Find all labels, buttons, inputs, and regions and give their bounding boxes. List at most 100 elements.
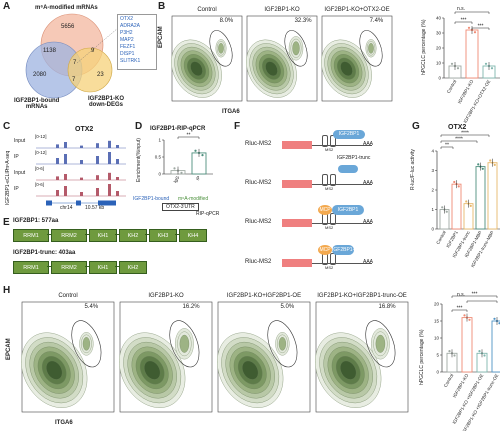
- flow-h-plot-title: IGF2BP1-KO+IGF2BP1-trunc-OE: [317, 293, 407, 299]
- sig-bracket: [451, 309, 468, 312]
- flow-h-plot: [21, 301, 115, 413]
- sig-label: ***: [472, 292, 478, 298]
- domain-linker: [85, 234, 89, 235]
- y-tick-label: 0: [438, 76, 441, 81]
- y-tick-label: 0.5: [155, 155, 162, 160]
- rluc-box: [282, 259, 312, 267]
- flow-b-plot-pct: 8.0%: [219, 18, 234, 24]
- density-contours: [119, 328, 194, 408]
- bar: [461, 317, 473, 373]
- gene-model: [46, 200, 116, 206]
- gate-ellipse: [71, 320, 102, 368]
- y-tick-label: 10: [436, 61, 442, 66]
- ms2-label: MS2: [325, 147, 334, 152]
- x-tick-label: IP: [195, 175, 201, 181]
- data-point: [456, 67, 460, 70]
- y-tick-label: 20: [436, 46, 442, 51]
- track-peak: [108, 184, 111, 196]
- construct-label: Rluc-MS2: [245, 180, 272, 186]
- flow-h-plot-pct: 16.2%: [182, 304, 200, 310]
- flow-b-xlabel: ITGA6: [222, 109, 240, 115]
- flow-h-ylabel: EPCAM: [6, 338, 12, 360]
- density-contours: [246, 36, 304, 98]
- data-point: [445, 210, 448, 213]
- sig-bracket: [440, 134, 490, 137]
- panel-label-g: G: [412, 121, 420, 132]
- y-tick-label: 1: [431, 207, 434, 212]
- flow-h-plot: [119, 301, 213, 413]
- track-range: [0-12]: [35, 150, 47, 155]
- x-tick-label: IGF2BP1-trunc-MBP: [470, 230, 495, 268]
- data-point: [468, 318, 471, 321]
- gate-ellipse: [359, 30, 383, 67]
- track-peak: [116, 159, 119, 164]
- gene-exon: [98, 200, 116, 206]
- venn-count-top: 5656: [61, 24, 75, 30]
- gene-item: DISP1: [120, 51, 135, 57]
- polya-label: AAA: [363, 141, 374, 147]
- domain-box: RRM2: [51, 261, 87, 274]
- construct-line: [312, 223, 372, 224]
- track-range: [0-6]: [35, 166, 45, 171]
- sig-bracket: [466, 300, 498, 303]
- track-peak: [64, 186, 67, 196]
- track-peak: [116, 177, 119, 180]
- density-contours: [315, 328, 390, 408]
- gate-ellipse: [169, 320, 200, 368]
- data-point: [463, 314, 466, 317]
- venn-gene-list: OTX2 ADRA2A P3H2 MAP2 FEZF1 DISP1 SLITRK…: [117, 14, 157, 70]
- domain-box: KH2: [119, 229, 147, 242]
- bar: [487, 162, 498, 230]
- flow-h-plot-pct: 5.4%: [84, 304, 99, 310]
- trunc-label: IGF2BP1-trunc: [337, 155, 371, 161]
- flow-b-plot: [171, 15, 243, 102]
- sig-label: ***: [457, 306, 463, 312]
- y-tick-label: 5: [436, 353, 439, 358]
- flow-b-plot-title: IGF2BP1-KO: [264, 7, 300, 13]
- track-peak: [108, 152, 111, 164]
- density-contours: [171, 39, 227, 98]
- bar-g-title: OTX2: [448, 124, 467, 131]
- flow-b-plot-pct: 7.4%: [369, 18, 384, 24]
- gate-ellipse: [365, 320, 396, 368]
- sig-label: **: [445, 143, 449, 149]
- contour: [144, 360, 161, 380]
- domain-linker: [85, 266, 89, 267]
- contour: [82, 337, 91, 351]
- polya-label: AAA: [363, 180, 374, 186]
- venn-count-left-right: 7: [72, 77, 76, 83]
- data-point: [489, 159, 492, 162]
- sig-label: **: [187, 133, 191, 139]
- track-peak: [108, 140, 111, 148]
- track-label: IP: [14, 154, 19, 160]
- track-peak: [56, 158, 59, 164]
- sig-label: ****: [461, 131, 469, 137]
- venn-left-label: IGF2BP1-bound mRNAs: [14, 98, 60, 110]
- track-range: [0-6]: [35, 182, 45, 187]
- domain-full-title: IGF2BP1: 577aa: [13, 218, 59, 224]
- bar: [465, 29, 479, 79]
- data-point: [493, 317, 496, 320]
- flow-h-plot-pct: 5.0%: [280, 304, 295, 310]
- flow-b-plot-title: Control: [197, 7, 217, 13]
- panel-label-h: H: [3, 285, 11, 296]
- domain-box: KH2: [119, 261, 147, 274]
- sig-label: ***: [461, 18, 467, 24]
- contour: [340, 360, 357, 380]
- sig-bracket: [471, 27, 490, 30]
- y-tick-label: 0: [436, 370, 439, 375]
- panel-label-b: B: [158, 1, 166, 12]
- data-point: [465, 200, 468, 203]
- panel-label-c: C: [3, 121, 11, 132]
- data-point: [478, 350, 481, 353]
- track-label: Input: [14, 138, 26, 144]
- track-peak: [116, 145, 119, 148]
- venn-top-label: m⁶A-modified mRNAs: [35, 5, 98, 11]
- track-peak: [56, 144, 59, 148]
- bar: [491, 320, 500, 373]
- domain-box: RRM2: [51, 229, 87, 242]
- domain-box: RRM1: [13, 229, 49, 242]
- bar-h-ylabel: hPGCLC percentage (%): [419, 329, 425, 385]
- track-label: Input: [14, 170, 26, 176]
- track-svg: [36, 140, 126, 149]
